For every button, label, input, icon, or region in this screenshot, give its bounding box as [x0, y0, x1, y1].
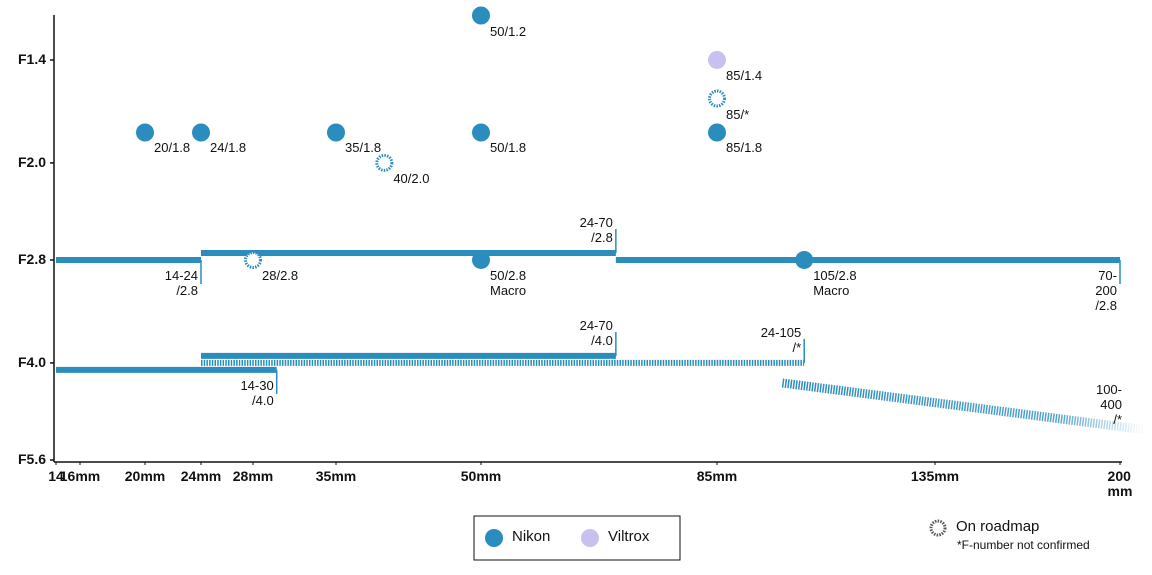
legend-swatch: [485, 529, 503, 547]
x-tick-label: 20mm: [124, 468, 166, 484]
x-tick-label: 14: [48, 468, 64, 484]
lens-label: 40/2.0: [393, 170, 430, 186]
lens-point: [708, 123, 726, 142]
lens-point: [327, 123, 345, 142]
lens-point: [136, 123, 154, 142]
zoom-label: 14-30 /4.0: [240, 377, 274, 408]
lens-label: 85/1.4: [726, 67, 763, 83]
lens-point: [795, 250, 814, 269]
lens-point: [472, 250, 490, 269]
lens-label: 28/2.8: [262, 267, 299, 283]
y-tick-label: F4.0: [18, 353, 47, 370]
zoom-label: 24-70 /4.0: [579, 317, 613, 348]
lens-point: [472, 6, 490, 25]
lens-label: 20/1.8: [154, 140, 191, 156]
legend-swatch: [581, 529, 599, 547]
lens-label: 24/1.8: [210, 140, 247, 156]
lens-label: 50/1.2: [490, 23, 527, 39]
y-tick-label: F2.0: [18, 153, 47, 170]
zoom-label: 70-200 /2.8: [1095, 267, 1117, 313]
roadmap-legend-swatch: [929, 519, 947, 537]
lens-label: 50/2.8 Macro: [490, 267, 527, 298]
x-tick-label: 135mm: [910, 468, 960, 484]
lens-label: 85/*: [726, 106, 750, 122]
roadmap-legend-label: On roadmap: [956, 518, 1040, 535]
footnote: *F-number not confirmed: [957, 538, 1090, 552]
zoom-label: 14-24 /2.8: [164, 267, 198, 298]
lens-point: [708, 50, 726, 69]
lens-label: 50/1.8: [490, 140, 527, 156]
x-tick-label: 50mm: [460, 468, 502, 484]
x-tick-label: 85mm: [696, 468, 738, 484]
zoom-label: 24-105 /*: [760, 324, 802, 355]
x-tick-label: 24mm: [180, 468, 222, 484]
x-tick-label: 16mm: [59, 468, 101, 484]
y-tick-label: F1.4: [18, 50, 47, 67]
lens-point: [192, 123, 210, 142]
lens-point: [375, 153, 394, 172]
zoom-label: 100-400 /*: [1095, 382, 1122, 427]
x-tick-label: 28mm: [232, 468, 274, 484]
lens-point: [244, 250, 262, 269]
legend-label: Viltrox: [608, 528, 650, 545]
legend-label: Nikon: [512, 528, 551, 545]
y-tick-label: F2.8: [18, 250, 47, 267]
legend-box: [473, 515, 681, 561]
zoom-bar: [781, 378, 1152, 436]
lens-point: [708, 89, 726, 108]
lens-label: 85/1.8: [726, 140, 763, 156]
x-tick-label: 35mm: [315, 468, 357, 484]
x-tick-label: 200 mm: [1107, 468, 1133, 499]
y-tick-label: F5.6: [18, 451, 47, 467]
lens-label: 35/1.8: [345, 140, 382, 156]
lens-point: [472, 123, 490, 142]
zoom-label: 24-70 /2.8: [579, 214, 613, 245]
lens-label: 105/2.8 Macro: [813, 267, 857, 298]
